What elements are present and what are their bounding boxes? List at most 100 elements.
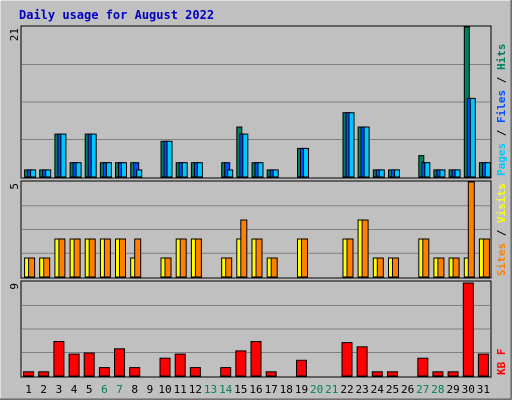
x-axis-day-labels: 1 2 3 4 5 6 7 8 9 10 11 12 13 14 15 16 17 18 19 20 21 22 23 24 2… [25, 383, 490, 396]
panel-kbytes-legend: KB F [495, 349, 508, 376]
bar-kbytes-kb-f-day-27 [417, 357, 429, 377]
x-tick-label-day-12: 12 [189, 383, 202, 396]
bar-hits-pages-day-8 [136, 169, 143, 178]
bar-kbytes-kb-f-day-19 [296, 359, 307, 377]
panel-hits-legend-entry-2: Files [495, 90, 508, 123]
x-tick-label-day-14: 14 [219, 383, 233, 396]
bar-visits-sites-day-12 [194, 238, 202, 278]
bar-kbytes-kb-f-day-10 [159, 357, 171, 377]
bar-visits-sites-day-17 [270, 257, 278, 278]
bar-kbytes-kb-f-day-14 [220, 367, 232, 377]
panel-hits-legend-entry-3: / [495, 70, 508, 90]
bar-visits-sites-day-5 [88, 238, 96, 278]
bar-hits-pages-day-4 [75, 162, 82, 178]
x-tick-label-day-23: 23 [355, 383, 368, 396]
bar-hits-pages-day-6 [105, 162, 112, 178]
x-tick-label-day-19: 19 [295, 383, 308, 396]
x-tick-label-day-27: 27 [416, 383, 429, 396]
x-tick-label-day-8: 8 [131, 383, 138, 396]
bar-kbytes-kb-f-day-31 [477, 353, 489, 377]
bar-kbytes-kb-f-day-12 [189, 367, 201, 377]
bar-hits-pages-day-31 [484, 162, 491, 178]
x-tick-label-day-4: 4 [71, 383, 78, 396]
panel-kbytes: 9 KB F [8, 280, 508, 378]
bar-hits-pages-day-30 [469, 97, 476, 178]
bar-kbytes-kb-f-day-17 [265, 371, 277, 377]
x-tick-label-day-5: 5 [86, 383, 93, 396]
panel-kbytes-ymax-label: 9 [8, 283, 21, 290]
x-tick-label-day-28: 28 [431, 383, 444, 396]
x-tick-label-day-21: 21 [325, 383, 338, 396]
bar-visits-sites-day-6 [103, 238, 111, 278]
bar-hits-pages-day-2 [45, 169, 52, 178]
x-tick-label-day-7: 7 [116, 383, 123, 396]
bar-hits-pages-day-16 [257, 162, 264, 178]
bar-kbytes-kb-f-day-11 [174, 353, 186, 377]
x-tick-label-day-3: 3 [56, 383, 63, 396]
bar-kbytes-kb-f-day-23 [356, 346, 368, 377]
chart-panels: 21 Pages / Files / Hits 5 Sites / Visits 9 KB… [8, 25, 508, 378]
x-tick-label-day-13: 13 [204, 383, 217, 396]
bar-hits-pages-day-7 [121, 162, 127, 178]
bar-hits-pages-day-22 [348, 112, 355, 178]
bar-kbytes-kb-f-day-24 [371, 371, 383, 377]
panel-visits-ymax-label: 5 [8, 183, 21, 190]
bar-kbytes-kb-f-day-30 [462, 282, 474, 377]
panel-visits-legend-entry-1: / [495, 223, 508, 243]
bar-visits-sites-day-3 [58, 238, 66, 278]
x-tick-label-day-22: 22 [340, 383, 353, 396]
panel-kbytes-legend-entry-0: KB F [495, 349, 508, 376]
bar-visits-sites-day-30 [467, 181, 475, 278]
bar-hits-pages-day-1 [30, 169, 37, 178]
x-tick-label-day-30: 30 [462, 383, 475, 396]
bar-visits-sites-day-23 [361, 219, 369, 278]
x-tick-label-day-6: 6 [101, 383, 108, 396]
x-tick-label-day-16: 16 [249, 383, 262, 396]
bar-hits-pages-day-3 [60, 133, 67, 178]
bar-visits-sites-day-29 [452, 257, 460, 278]
bar-visits-sites-day-31 [482, 238, 490, 278]
bar-hits-pages-day-23 [363, 126, 370, 178]
bar-visits-sites-day-16 [255, 238, 263, 278]
bar-kbytes-kb-f-day-22 [341, 342, 353, 377]
x-tick-label-day-11: 11 [174, 383, 187, 396]
bar-hits-pages-day-19 [303, 147, 309, 178]
panel-hits-legend-entry-0: Pages [495, 143, 508, 176]
bar-visits-sites-day-4 [73, 238, 81, 278]
x-tick-label-day-20: 20 [310, 383, 323, 396]
bar-hits-pages-day-24 [378, 169, 385, 178]
bar-visits-sites-day-28 [437, 257, 445, 278]
bar-hits-pages-day-5 [90, 133, 97, 178]
x-tick-label-day-25: 25 [386, 383, 399, 396]
bar-kbytes-kb-f-day-6 [98, 367, 110, 377]
bar-visits-sites-day-8 [134, 238, 142, 278]
x-tick-label-day-10: 10 [158, 383, 171, 396]
bar-visits-sites-day-19 [301, 238, 308, 278]
x-tick-label-day-26: 26 [401, 383, 414, 396]
x-tick-label-day-29: 29 [446, 383, 459, 396]
bar-hits-pages-day-27 [424, 162, 431, 178]
panel-visits-legend: Sites / Visits [495, 183, 508, 276]
panel-hits-ymax-label: 21 [8, 28, 21, 41]
panel-hits-legend-entry-1: / [495, 123, 508, 143]
bar-kbytes-kb-f-day-16 [250, 341, 262, 377]
bar-hits-pages-day-29 [454, 169, 461, 178]
bar-hits-pages-day-15 [242, 133, 249, 178]
x-tick-label-day-17: 17 [265, 383, 278, 396]
bar-visits-sites-day-15 [240, 219, 248, 278]
bar-visits-sites-day-10 [164, 257, 172, 278]
bar-kbytes-kb-f-day-2 [38, 371, 50, 377]
panel-visits-legend-entry-0: Sites [495, 243, 508, 276]
bar-hits-pages-day-28 [439, 169, 446, 178]
bar-visits-sites-day-11 [179, 238, 187, 278]
bar-visits-sites-day-25 [392, 257, 399, 278]
bar-kbytes-kb-f-day-3 [53, 341, 65, 377]
chart-title: Daily usage for August 2022 [19, 8, 214, 22]
bar-kbytes-kb-f-day-28 [432, 371, 444, 377]
bar-visits-sites-day-22 [346, 238, 354, 278]
bar-hits-pages-day-17 [272, 169, 279, 178]
bar-kbytes-kb-f-day-15 [235, 350, 247, 377]
bar-hits-pages-day-11 [181, 162, 188, 178]
bar-hits-pages-day-12 [196, 162, 203, 178]
